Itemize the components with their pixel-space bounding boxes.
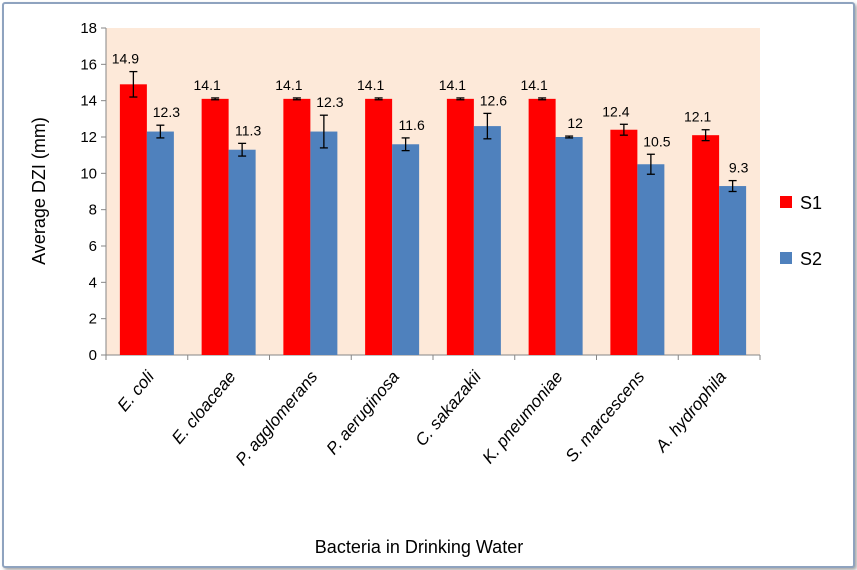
legend-swatch-s2 xyxy=(780,252,792,264)
y-tick-label: 14 xyxy=(80,93,97,110)
bar-s1 xyxy=(119,84,147,356)
bars xyxy=(119,70,747,356)
data-label: 12.6 xyxy=(480,92,507,108)
bar-s2 xyxy=(637,164,665,355)
bar-s2 xyxy=(146,131,174,355)
y-tick-label: 12 xyxy=(80,129,97,146)
legend: S1 S2 xyxy=(780,193,822,269)
y-tick-label: 10 xyxy=(80,165,97,182)
x-tick-label: E. coli xyxy=(114,366,159,415)
data-label: 14.1 xyxy=(439,77,466,93)
x-tick-label: C. sakazakii xyxy=(411,366,485,449)
y-tick-label: 4 xyxy=(89,274,97,291)
y-tick-label: 8 xyxy=(89,202,97,219)
bar-s2 xyxy=(555,137,583,355)
data-label: 12.4 xyxy=(602,103,629,119)
data-label: 12.3 xyxy=(153,104,180,120)
x-tick-label: P. agglomerans xyxy=(232,367,322,469)
bar-s1 xyxy=(528,98,556,355)
data-label: 11.3 xyxy=(235,122,261,138)
bar-s1 xyxy=(610,129,638,355)
bar-s2 xyxy=(310,131,338,355)
y-tick-label: 16 xyxy=(80,56,97,73)
data-label: 11.6 xyxy=(399,117,425,133)
legend-swatch-s1 xyxy=(780,196,792,208)
data-label: 14.1 xyxy=(275,77,302,93)
bar-s2 xyxy=(228,149,256,355)
bar-s1 xyxy=(446,98,474,355)
bar-s1 xyxy=(201,98,229,355)
bar-s1 xyxy=(365,98,393,355)
data-label: 14.1 xyxy=(194,77,221,93)
y-tick-label: 18 xyxy=(80,20,97,37)
data-label: 12.1 xyxy=(684,109,711,125)
x-tick-label: K. pneumoniae xyxy=(479,367,567,467)
bar-s1 xyxy=(692,135,720,355)
data-labels: 14.9 14.1 14.1 14.1 14.1 14.1 12.4 12.1 12.3 11.3… xyxy=(112,51,749,176)
data-label: 12.3 xyxy=(316,94,343,110)
legend-label-s2: S2 xyxy=(800,249,822,269)
data-label: 9.3 xyxy=(729,160,749,176)
x-tick-label: S. marcescens xyxy=(562,367,649,466)
data-label: 14.9 xyxy=(112,51,139,67)
x-axis-title: Bacteria in Drinking Water xyxy=(315,537,523,557)
data-label: 14.1 xyxy=(357,77,384,93)
bar-s2 xyxy=(392,144,420,355)
y-tick-label: 0 xyxy=(89,347,97,364)
data-label: 10.5 xyxy=(643,133,670,149)
y-tick-label: 2 xyxy=(89,311,97,328)
x-tick-label: P. aeruginosa xyxy=(323,367,404,458)
x-tick-label: A. hydrophila xyxy=(651,367,730,456)
bar-s1 xyxy=(283,98,311,355)
y-axis-title: Average DZI (mm) xyxy=(29,117,49,265)
y-axis: 0 2 4 6 8 10 12 14 16 18 xyxy=(80,20,107,364)
legend-label-s1: S1 xyxy=(800,193,822,213)
bar-s2 xyxy=(473,126,501,355)
data-label: 12 xyxy=(567,115,583,131)
y-tick-label: 6 xyxy=(89,238,97,255)
data-label: 14.1 xyxy=(521,77,548,93)
x-tick-label: E. cloaceae xyxy=(168,367,240,447)
bar-s2 xyxy=(719,186,747,355)
